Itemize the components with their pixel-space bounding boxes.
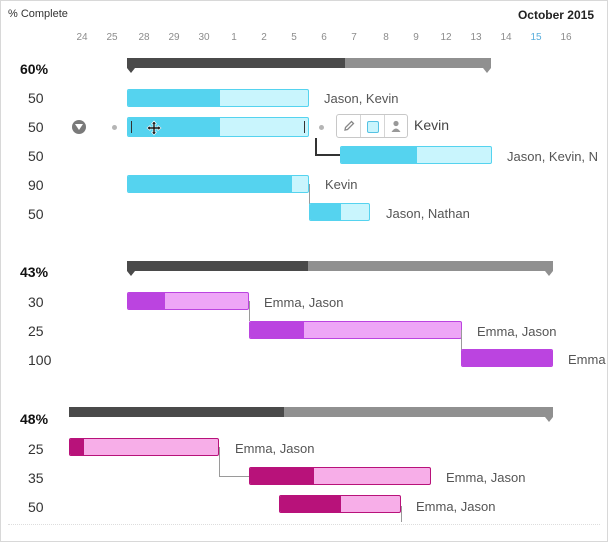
resize-handle-right[interactable]	[304, 121, 305, 133]
group-percent: 43%	[20, 264, 49, 280]
dependency-link	[219, 447, 250, 477]
summary-bar[interactable]	[127, 58, 491, 68]
task-assignees: Emma, Jason	[416, 499, 496, 514]
task-percent: 50	[28, 119, 44, 135]
task-bar-progress	[310, 204, 341, 220]
task-bar-progress	[462, 350, 552, 366]
day-label: 24	[76, 32, 88, 43]
task-bar[interactable]	[279, 495, 401, 513]
task-assignees: Emma, Jason	[235, 441, 315, 456]
task-bar-progress	[280, 496, 341, 512]
day-label: 16	[560, 32, 572, 43]
color-swatch-icon[interactable]	[367, 121, 379, 133]
resize-handle-left[interactable]	[131, 121, 132, 133]
task-bar-selected[interactable]	[127, 117, 309, 137]
task-bar-progress	[341, 147, 417, 163]
task-bar[interactable]	[249, 467, 431, 485]
summary-bar-done	[69, 407, 284, 417]
dependency-link	[461, 330, 464, 350]
day-label: 12	[440, 32, 452, 43]
task-bar-progress	[128, 293, 165, 309]
day-label: 9	[413, 32, 419, 43]
summary-bar[interactable]	[127, 261, 553, 271]
task-assignees: Jason, Nathan	[386, 206, 470, 221]
task-bar-progress	[70, 439, 84, 455]
summary-bar-remaining	[308, 261, 553, 271]
day-label: 15	[530, 32, 542, 43]
collapse-arrow-icon[interactable]	[72, 120, 86, 134]
person-icon[interactable]	[389, 119, 403, 133]
month-label: October 2015	[517, 8, 594, 22]
task-bar[interactable]	[127, 175, 309, 193]
day-label: 2	[261, 32, 267, 43]
day-label: 25	[106, 32, 118, 43]
summary-bar-done	[127, 261, 308, 271]
task-bar[interactable]	[340, 146, 492, 164]
summary-end-marker	[545, 271, 553, 276]
group-percent: 60%	[20, 61, 49, 77]
task-assignees: Emma, Jason	[264, 295, 344, 310]
task-bar-progress	[250, 468, 314, 484]
move-icon[interactable]	[146, 120, 162, 136]
drag-handle-dot-right[interactable]	[319, 125, 324, 130]
pencil-icon[interactable]	[342, 119, 356, 133]
day-label: 28	[138, 32, 150, 43]
grid-divider	[8, 524, 600, 525]
task-percent: 25	[28, 441, 44, 457]
task-assignees: Kevin	[414, 117, 450, 133]
task-assignees: Emma, Jason	[446, 470, 526, 485]
task-percent: 100	[28, 352, 52, 368]
day-label: 13	[470, 32, 482, 43]
summary-end-marker	[483, 68, 491, 73]
summary-bar-remaining	[345, 58, 491, 68]
dependency-link	[401, 506, 404, 522]
dependency-link	[249, 301, 252, 321]
dependency-link	[309, 184, 312, 204]
task-percent: 50	[28, 499, 44, 515]
dependency-link	[315, 138, 341, 156]
task-bar-progress	[250, 322, 304, 338]
summary-start-marker	[127, 68, 135, 73]
day-label: 1	[231, 32, 237, 43]
summary-start-marker	[127, 271, 135, 276]
summary-bar-done	[127, 58, 345, 68]
day-label: 6	[321, 32, 327, 43]
task-percent: 50	[28, 206, 44, 222]
task-percent: 50	[28, 148, 44, 164]
task-bar-progress	[128, 118, 220, 136]
group-percent: 48%	[20, 411, 49, 427]
summary-bar-remaining	[284, 407, 553, 417]
day-label: 7	[351, 32, 357, 43]
task-bar-progress	[128, 176, 292, 192]
task-percent: 90	[28, 177, 44, 193]
summary-end-marker	[545, 417, 553, 422]
task-bar[interactable]	[127, 292, 249, 310]
day-label: 29	[168, 32, 180, 43]
task-percent: 25	[28, 323, 44, 339]
task-assignees: Emma	[568, 352, 606, 367]
day-label: 5	[291, 32, 297, 43]
summary-bar[interactable]	[69, 407, 553, 417]
task-bar[interactable]	[249, 321, 462, 339]
day-label: 14	[500, 32, 512, 43]
day-label: 8	[383, 32, 389, 43]
task-bar-progress	[128, 90, 220, 106]
task-bar[interactable]	[309, 203, 370, 221]
task-bar[interactable]	[127, 89, 309, 107]
column-header-percent: % Complete	[8, 8, 68, 20]
task-toolbar	[336, 114, 408, 138]
task-percent: 35	[28, 470, 44, 486]
day-label: 30	[198, 32, 210, 43]
task-assignees: Kevin	[325, 177, 358, 192]
task-assignees: Emma, Jason	[477, 324, 557, 339]
task-bar[interactable]	[461, 349, 553, 367]
drag-handle-dot-left[interactable]	[112, 125, 117, 130]
task-assignees: Jason, Kevin, N	[507, 149, 599, 164]
task-assignees: Jason, Kevin	[324, 91, 399, 106]
task-percent: 50	[28, 90, 44, 106]
task-bar[interactable]	[69, 438, 219, 456]
task-percent: 30	[28, 294, 44, 310]
